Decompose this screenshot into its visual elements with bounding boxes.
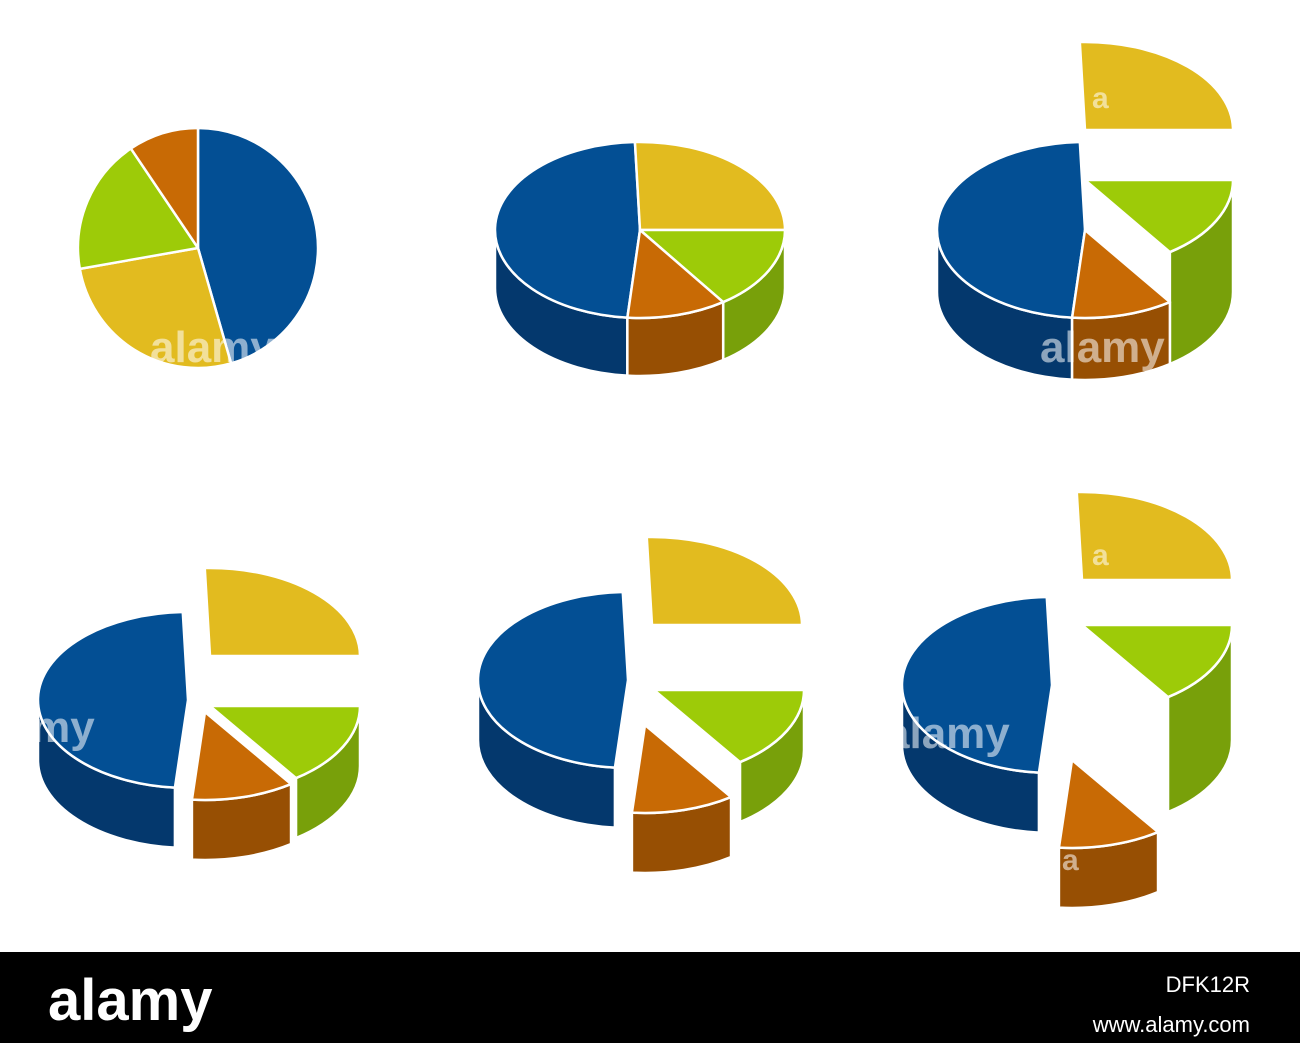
watermark-letter: a: [1092, 539, 1109, 572]
watermark: alamy: [0, 703, 95, 752]
pie-slice: [900, 595, 1054, 774]
footer-logo: alamy: [48, 968, 212, 1033]
pie-slice: [1057, 758, 1160, 850]
pie-slice: [1075, 490, 1234, 582]
pie-slice: [630, 723, 733, 815]
pie-slice: [626, 228, 725, 320]
pie-slice: [1078, 40, 1235, 132]
pie-slice: [645, 535, 804, 627]
pie-slice: [36, 610, 190, 789]
pie-slice: [78, 246, 233, 370]
pie-slice: [203, 566, 362, 658]
pie-slice: [638, 228, 787, 304]
pie-slice: [129, 126, 200, 250]
footer-url: www.alamy.com: [1092, 1012, 1250, 1037]
pie-slice: [208, 704, 362, 780]
pie-slice: [633, 140, 787, 232]
pie-slice: [935, 140, 1087, 319]
watermarks: alamy alamy alamy alamy a a a a: [0, 82, 1165, 877]
pie-slice: [190, 710, 293, 802]
watermark: alamy: [1040, 323, 1165, 372]
watermark: alamy: [150, 323, 275, 372]
pie-slice: [1083, 178, 1235, 254]
pie-illustrations: [36, 40, 1235, 910]
pie-slice: [76, 147, 200, 271]
pie-slice: [196, 126, 320, 365]
pie-slice: [1080, 623, 1234, 699]
pie-slice: [476, 590, 630, 769]
watermark-letter: a: [1092, 586, 1109, 619]
pie-slice: [652, 688, 806, 764]
pie-slice: [493, 140, 642, 319]
pie-slice: [1070, 228, 1172, 320]
watermark: alamy: [885, 709, 1010, 758]
watermark-letter: a: [1092, 82, 1109, 115]
footer-bar: [0, 952, 1300, 1043]
image-id: DFK12R: [1166, 972, 1250, 997]
watermark-letter: a: [1062, 844, 1079, 877]
